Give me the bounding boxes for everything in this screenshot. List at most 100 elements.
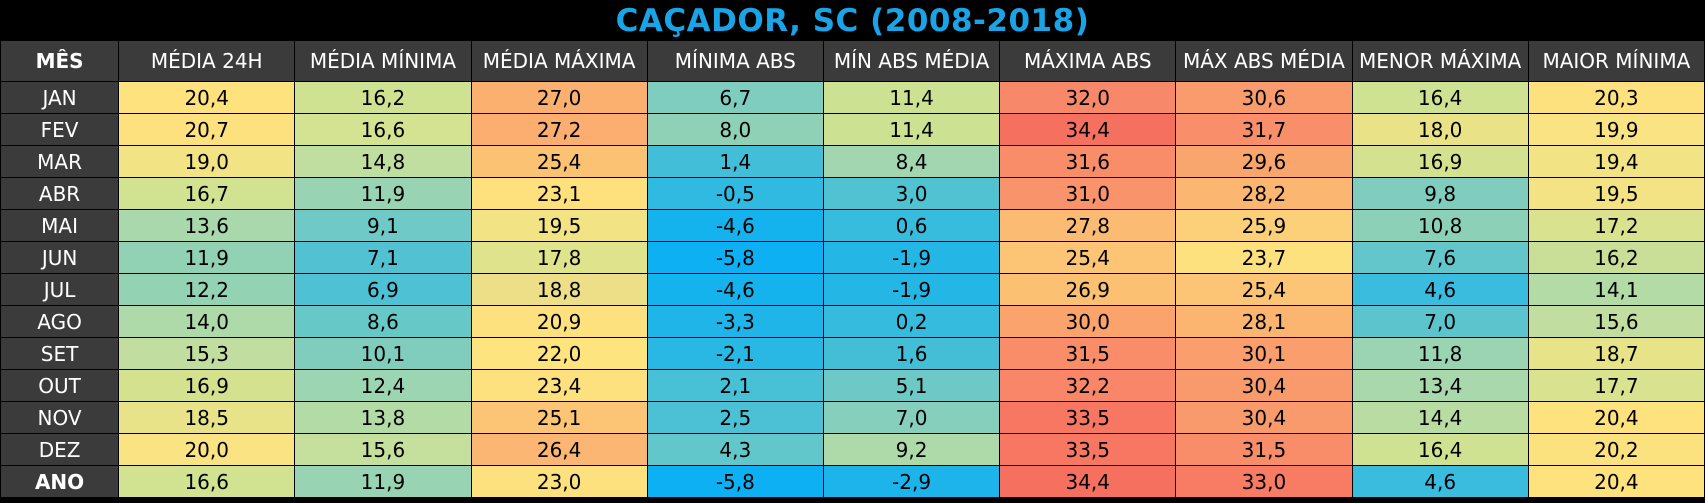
table-cell: 19,9 [1527,113,1705,146]
table-cell: 7,0 [1351,305,1529,338]
table-cell: -0,5 [646,177,824,210]
table-cell: 16,7 [118,177,296,210]
table-cell: 27,2 [470,113,648,146]
table-cell: 11,9 [294,465,472,498]
table-row: JAN 20,4 16,2 27,0 6,7 11,4 32,0 30,6 16,4 20,3 [0,81,1705,114]
table-cell: 18,0 [1351,113,1529,146]
table-cell: 25,4 [999,241,1177,274]
table-cell: 1,6 [822,337,1001,370]
table-cell: 23,7 [1175,241,1353,274]
table-cell: 16,6 [294,113,472,146]
table-cell: 16,9 [1351,145,1529,178]
table-row: DEZ 20,0 15,6 26,4 4,3 9,2 33,5 31,5 16,4 20,2 [0,433,1705,466]
table-cell: 16,4 [1351,81,1529,114]
table-cell: 10,8 [1351,209,1529,242]
table-cell: 27,0 [470,81,648,114]
table-cell: 18,8 [470,273,648,306]
column-header: MÉDIA 24H [118,40,296,82]
table-cell: 10,1 [294,337,472,370]
table-cell: 19,0 [118,145,296,178]
table-cell: 34,4 [999,465,1177,498]
table-cell: 11,8 [1351,337,1529,370]
column-header: MÍNIMA ABS [646,40,824,82]
table-row: JUN 11,9 7,1 17,8 -5,8 -1,9 25,4 23,7 7,6 16,2 [0,241,1705,274]
table-cell: 2,1 [646,369,824,402]
table-cell: 27,8 [999,209,1177,242]
table-cell: -5,8 [646,465,824,498]
table-cell: 6,9 [294,273,472,306]
table-cell: 20,0 [118,433,296,466]
table-cell: 30,0 [999,305,1177,338]
table-cell: 14,0 [118,305,296,338]
table-cell: 26,9 [999,273,1177,306]
table-cell: 28,2 [1175,177,1353,210]
table-cell: 15,6 [1527,305,1705,338]
table-cell: 14,1 [1527,273,1705,306]
table-row: MAR 19,0 14,8 25,4 1,4 8,4 31,6 29,6 16,9 19,4 [0,145,1705,178]
table-cell: 20,3 [1527,81,1705,114]
table-cell: 23,0 [470,465,648,498]
table-cell: 7,1 [294,241,472,274]
table-cell: 14,4 [1351,401,1529,434]
table-cell: 25,9 [1175,209,1353,242]
row-label: ANO [0,465,120,498]
table-cell: 8,4 [822,145,1001,178]
table-row: JUL 12,2 6,9 18,8 -4,6 -1,9 26,9 25,4 4,6 14,1 [0,273,1705,306]
table-cell: -1,9 [822,241,1001,274]
table-cell: 4,6 [1351,273,1529,306]
column-header: MENOR MÁXIMA [1351,40,1529,82]
table-cell: 19,5 [1527,177,1705,210]
table-cell: 18,5 [118,401,296,434]
climate-table: MÊS MÉDIA 24H MÉDIA MÍNIMA MÉDIA MÁXIMA MÍNI… [0,40,1705,498]
row-label: SET [0,337,120,370]
table-cell: 12,4 [294,369,472,402]
row-label: ABR [0,177,120,210]
table-row: OUT 16,9 12,4 23,4 2,1 5,1 32,2 30,4 13,4 17,7 [0,369,1705,402]
table-cell: 11,9 [294,177,472,210]
column-header: MÉDIA MÁXIMA [470,40,648,82]
row-label: MAI [0,209,120,242]
table-cell: 20,2 [1527,433,1705,466]
row-label: OUT [0,369,120,402]
table-cell: 30,1 [1175,337,1353,370]
table-cell: -2,9 [822,465,1001,498]
table-cell: 15,3 [118,337,296,370]
column-header: MAIOR MÍNIMA [1527,40,1705,82]
table-cell: 32,0 [999,81,1177,114]
table-cell: 9,8 [1351,177,1529,210]
table-row: SET 15,3 10,1 22,0 -2,1 1,6 31,5 30,1 11,8 18,7 [0,337,1705,370]
table-cell: 20,4 [118,81,296,114]
table-cell: -4,6 [646,273,824,306]
table-cell: 15,6 [294,433,472,466]
table-cell: 7,6 [1351,241,1529,274]
table-cell: 33,5 [999,433,1177,466]
table-cell: 33,5 [999,401,1177,434]
table-row: ABR 16,7 11,9 23,1 -0,5 3,0 31,0 28,2 9,8 19,5 [0,177,1705,210]
table-cell: 8,0 [646,113,824,146]
table-cell: 30,4 [1175,401,1353,434]
row-label: AGO [0,305,120,338]
table-cell: 4,6 [1351,465,1529,498]
table-cell: 16,2 [294,81,472,114]
table-row: ANO 16,6 11,9 23,0 -5,8 -2,9 34,4 33,0 4,6 20,4 [0,465,1705,498]
table-cell: 31,7 [1175,113,1353,146]
table-cell: 20,4 [1527,465,1705,498]
row-label: JAN [0,81,120,114]
page-title: CAÇADOR, SC (2008-2018) [615,3,1090,39]
row-label: MAR [0,145,120,178]
table-cell: 7,0 [822,401,1001,434]
table-row: NOV 18,5 13,8 25,1 2,5 7,0 33,5 30,4 14,4 20,4 [0,401,1705,434]
table-cell: 30,4 [1175,369,1353,402]
table-cell: 20,4 [1527,401,1705,434]
table-row: MAI 13,6 9,1 19,5 -4,6 0,6 27,8 25,9 10,8 17,2 [0,209,1705,242]
table-cell: 20,9 [470,305,648,338]
table-cell: 26,4 [470,433,648,466]
table-cell: 17,2 [1527,209,1705,242]
table-cell: 6,7 [646,81,824,114]
table-cell: 19,4 [1527,145,1705,178]
table-cell: 30,6 [1175,81,1353,114]
table-cell: 19,5 [470,209,648,242]
table-cell: 11,4 [822,81,1001,114]
table-cell: 34,4 [999,113,1177,146]
table-cell: 3,0 [822,177,1001,210]
